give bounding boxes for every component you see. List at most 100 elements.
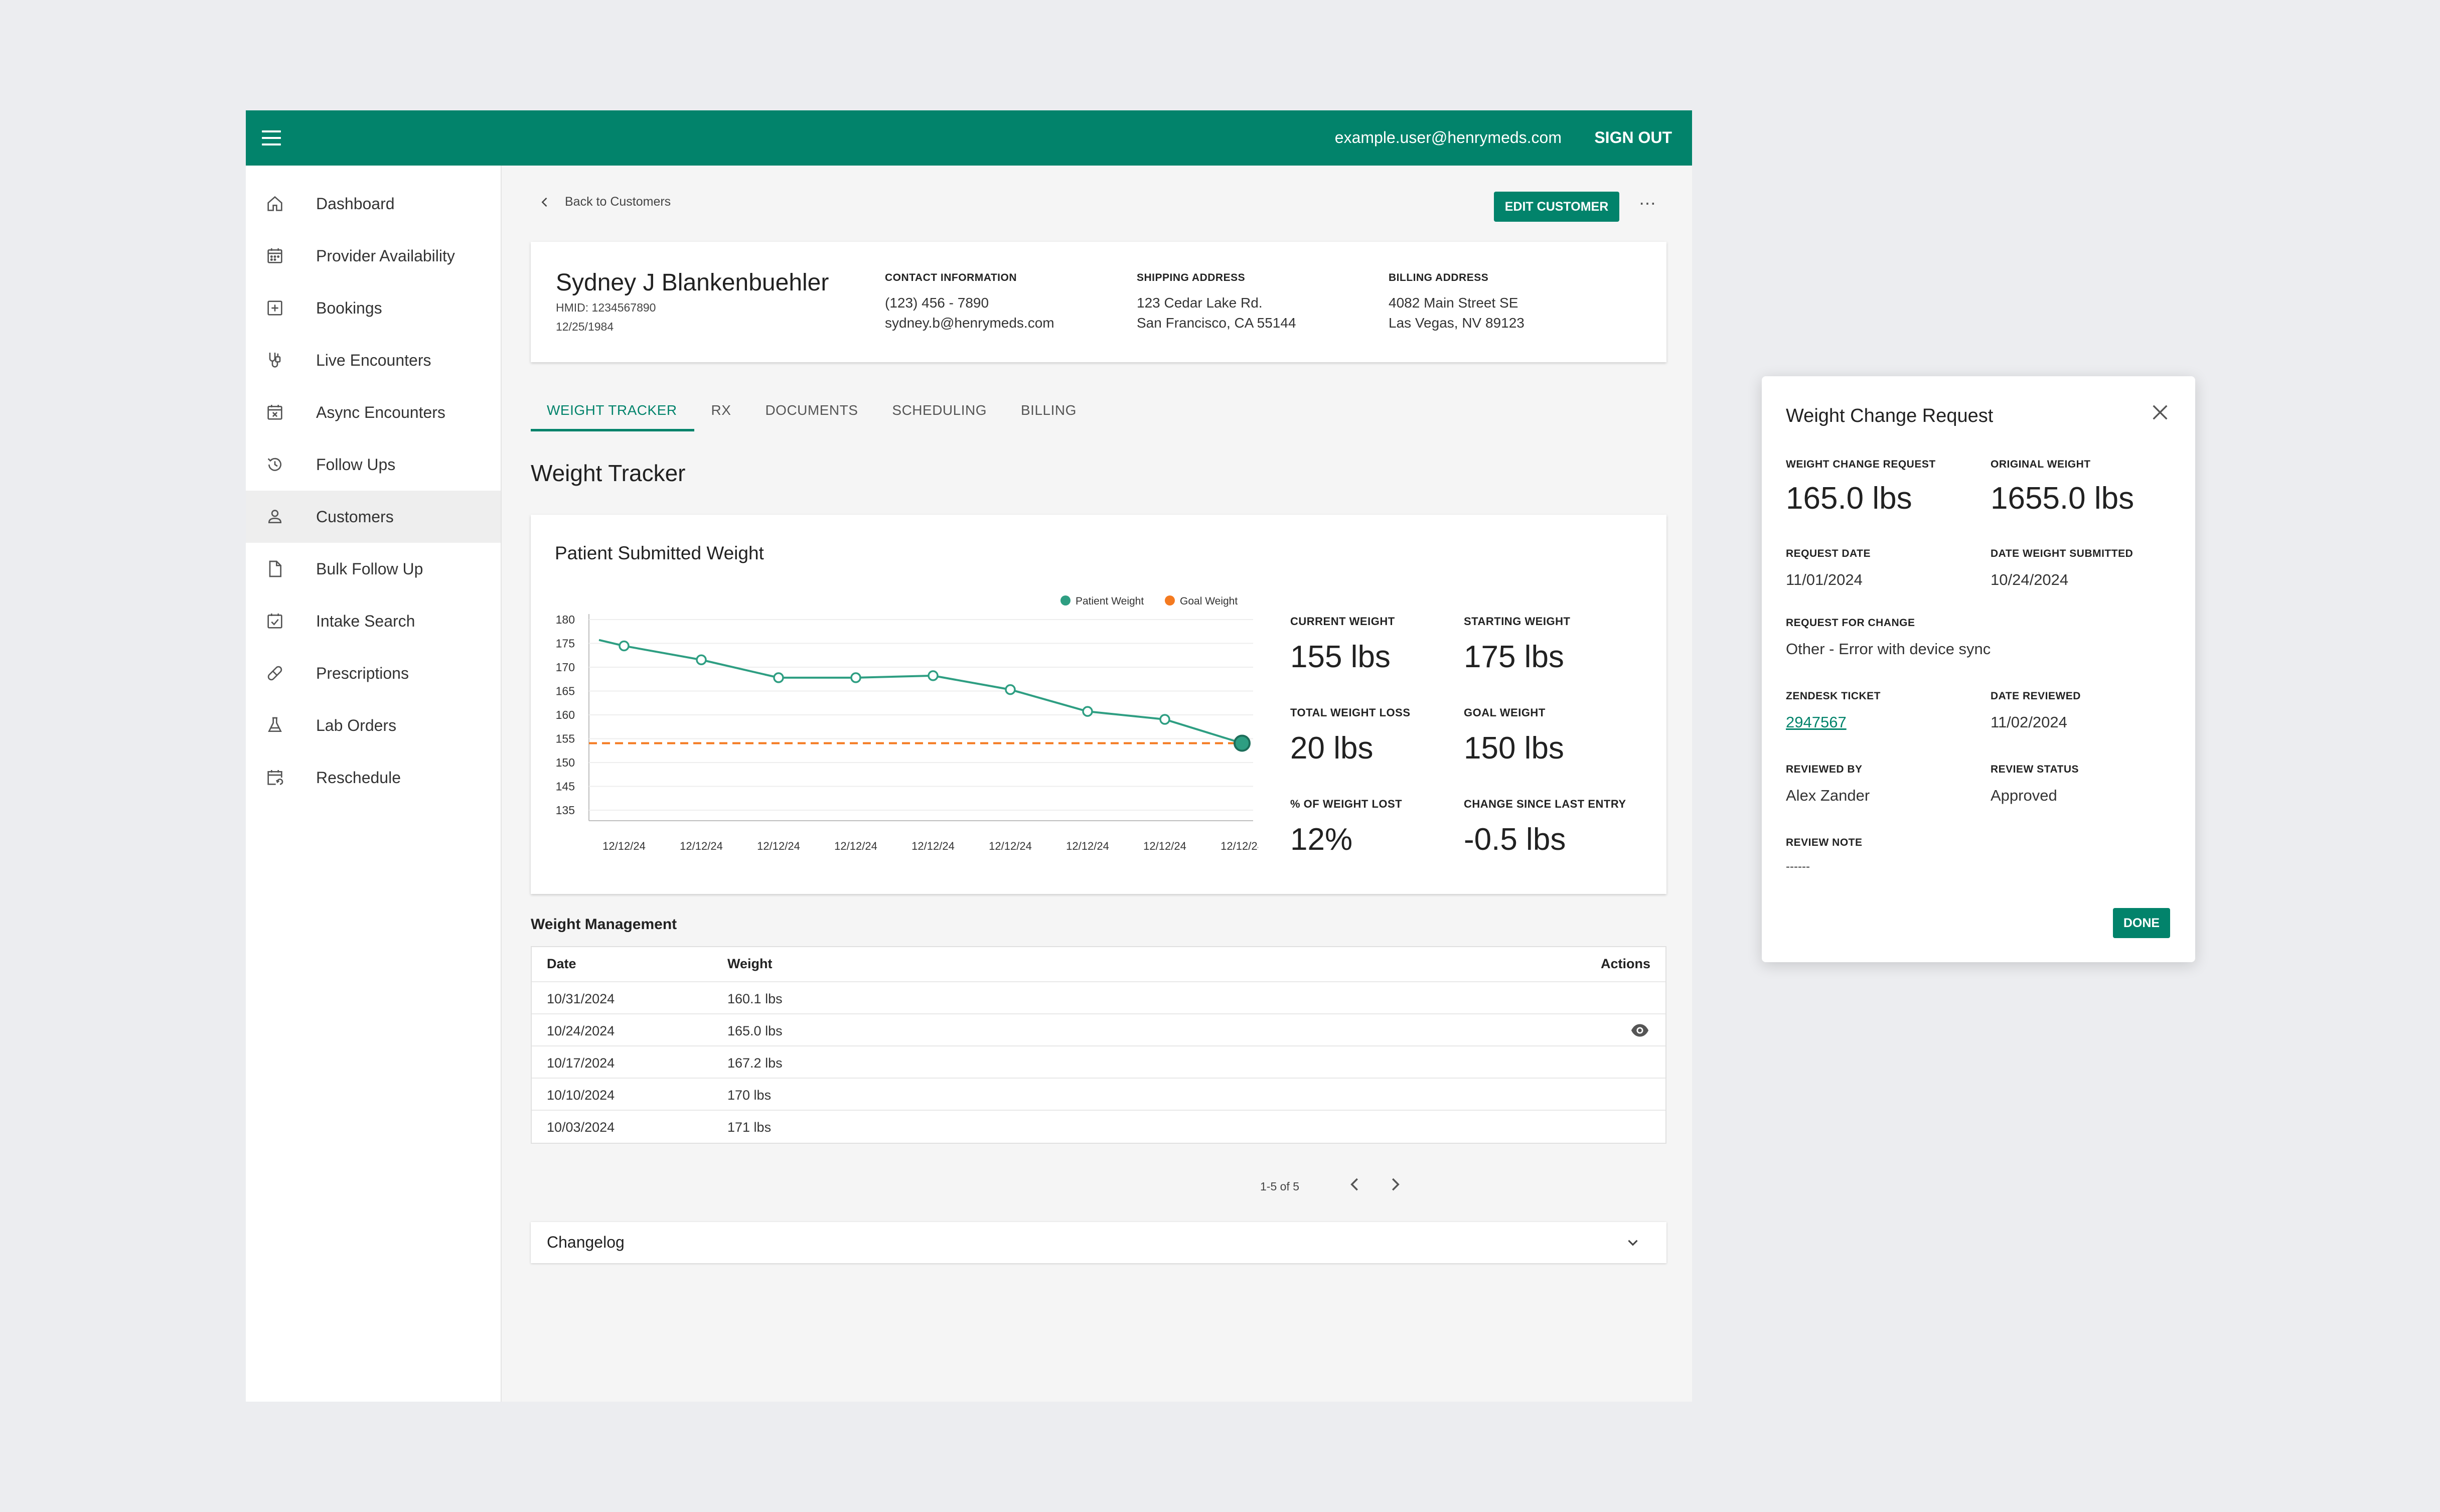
cell-weight: 165.0 lbs bbox=[727, 1023, 783, 1038]
patient-weight-point bbox=[773, 672, 784, 683]
sidebar-item-async-encounters[interactable]: Async Encounters bbox=[246, 386, 501, 438]
changelog-accordion[interactable]: Changelog bbox=[531, 1222, 1666, 1263]
sidebar-item-customers[interactable]: Customers bbox=[246, 491, 501, 543]
y-tick-label: 170 bbox=[556, 661, 575, 674]
metric-value: 20 lbs bbox=[1290, 731, 1374, 766]
sidebar-item-lab-orders[interactable]: Lab Orders bbox=[246, 699, 501, 751]
billing-line2: Las Vegas, NV 89123 bbox=[1389, 315, 1524, 331]
done-button[interactable]: DONE bbox=[2113, 908, 2170, 938]
patient-weight-line bbox=[598, 639, 1243, 744]
more-options-icon[interactable]: ⋯ bbox=[1639, 194, 1656, 213]
stethoscope-icon bbox=[265, 350, 285, 370]
weight-chart-card: Patient Submitted Weight 180 175 170 165 160… bbox=[531, 515, 1666, 894]
contact-phone: (123) 456 - 7890 bbox=[885, 295, 989, 311]
close-icon[interactable] bbox=[2150, 402, 2170, 422]
metric-value: 155 lbs bbox=[1290, 640, 1391, 674]
dialog-title: Weight Change Request bbox=[1786, 405, 1994, 426]
sidebar-item-label: Lab Orders bbox=[316, 716, 397, 734]
table-row: 10/24/2024 165.0 lbs bbox=[532, 1014, 1665, 1046]
sidebar-item-bookings[interactable]: Bookings bbox=[246, 282, 501, 334]
tab-documents[interactable]: DOCUMENTS bbox=[765, 402, 858, 418]
metric-goal-weight: GOAL WEIGHT 150 lbs bbox=[1464, 706, 1564, 766]
hamburger-menu-icon[interactable] bbox=[262, 130, 281, 145]
field-label: DATE REVIEWED bbox=[1991, 690, 2081, 702]
tab-rx[interactable]: RX bbox=[711, 402, 731, 418]
x-tick-label: 12/12/24 bbox=[1221, 840, 1258, 852]
history-icon bbox=[265, 455, 285, 475]
cell-date: 10/10/2024 bbox=[547, 1088, 615, 1103]
weight-management-title: Weight Management bbox=[531, 916, 677, 933]
customer-name: Sydney J Blankenbuehler bbox=[556, 269, 829, 296]
y-tick-label: 160 bbox=[556, 708, 575, 721]
patient-weight-point bbox=[850, 672, 861, 683]
table-row: 10/03/2024 171 lbs bbox=[532, 1111, 1665, 1143]
sidebar-item-label: Customers bbox=[316, 507, 394, 526]
checkbox-icon bbox=[265, 611, 285, 631]
field-value: 11/01/2024 bbox=[1786, 571, 1863, 588]
sidebar-item-dashboard[interactable]: Dashboard bbox=[246, 178, 501, 230]
person-icon bbox=[265, 507, 285, 527]
sidebar-item-reschedule[interactable]: Reschedule bbox=[246, 751, 501, 804]
sidebar-item-intake-search[interactable]: Intake Search bbox=[246, 595, 501, 647]
field-value: Other - Error with device sync bbox=[1786, 640, 1991, 658]
x-tick-label: 12/12/24 bbox=[834, 840, 877, 852]
field-label: REQUEST DATE bbox=[1786, 548, 1871, 559]
edit-customer-button[interactable]: EDIT CUSTOMER bbox=[1494, 192, 1619, 222]
sidebar-item-label: Prescriptions bbox=[316, 664, 409, 682]
legend-label: Goal Weight bbox=[1180, 595, 1238, 607]
metric-change-since-last-entry: CHANGE SINCE LAST ENTRY -0.5 lbs bbox=[1464, 798, 1626, 857]
y-tick-label: 180 bbox=[556, 613, 575, 626]
metric-value: 150 lbs bbox=[1464, 731, 1564, 766]
patient-weight-point bbox=[1005, 684, 1016, 695]
table-row: 10/17/2024 167.2 lbs bbox=[532, 1046, 1665, 1079]
sidebar-item-provider-availability[interactable]: Provider Availability bbox=[246, 230, 501, 282]
field-value: 165.0 lbs bbox=[1786, 481, 1912, 516]
contact-heading: CONTACT INFORMATION bbox=[885, 272, 1017, 283]
metric-label: STARTING WEIGHT bbox=[1464, 615, 1571, 628]
y-tick-label: 175 bbox=[556, 637, 575, 650]
y-tick-label: 155 bbox=[556, 732, 575, 745]
field-label: DATE WEIGHT SUBMITTED bbox=[1991, 548, 2133, 559]
field-label: REVIEW STATUS bbox=[1991, 764, 2079, 775]
sidebar-item-prescriptions[interactable]: Prescriptions bbox=[246, 647, 501, 699]
x-tick-label: 12/12/24 bbox=[1143, 840, 1186, 852]
chevron-down-icon bbox=[1628, 1240, 1638, 1246]
pill-icon bbox=[265, 663, 285, 683]
y-tick-label: 150 bbox=[556, 756, 575, 769]
tab-scheduling[interactable]: SCHEDULING bbox=[892, 402, 987, 418]
eye-icon[interactable] bbox=[1630, 1023, 1649, 1037]
tab-weight-tracker[interactable]: WEIGHT TRACKER bbox=[531, 396, 694, 431]
field-value: 1655.0 lbs bbox=[1991, 481, 2134, 516]
shipping-address: SHIPPING ADDRESS 123 Cedar Lake Rd. San … bbox=[1137, 272, 1296, 333]
metric-label: CHANGE SINCE LAST ENTRY bbox=[1464, 798, 1626, 810]
x-tick-label: 12/12/24 bbox=[911, 840, 955, 852]
chevron-right-icon[interactable] bbox=[1386, 1175, 1405, 1194]
top-app-bar: example.user@henrymeds.com SIGN OUT bbox=[246, 110, 1692, 166]
back-to-customers-link[interactable]: Back to Customers bbox=[538, 195, 671, 209]
sidebar-item-live-encounters[interactable]: Live Encounters bbox=[246, 334, 501, 386]
x-tick-label: 12/12/24 bbox=[989, 840, 1032, 852]
field-label: ORIGINAL WEIGHT bbox=[1991, 459, 2091, 470]
field-request-for-change: REQUEST FOR CHANGE Other - Error with de… bbox=[1786, 617, 1991, 658]
patient-weight-point bbox=[1234, 734, 1251, 752]
field-value: 11/02/2024 bbox=[1991, 713, 2067, 731]
patient-weight-point bbox=[928, 670, 939, 681]
field-review-status: REVIEW STATUS Approved bbox=[1991, 764, 2079, 805]
weight-management-table: Date Weight Actions 10/31/2024 160.1 lbs… bbox=[531, 946, 1666, 1144]
field-zendesk-ticket: ZENDESK TICKET 2947567 bbox=[1786, 690, 1881, 731]
sidebar-item-bulk-follow-up[interactable]: Bulk Follow Up bbox=[246, 543, 501, 595]
sidebar-item-follow-ups[interactable]: Follow Ups bbox=[246, 438, 501, 491]
sidebar-item-label: Reschedule bbox=[316, 768, 401, 787]
metric-starting-weight: STARTING WEIGHT 175 lbs bbox=[1464, 615, 1570, 675]
cell-date: 10/03/2024 bbox=[547, 1120, 615, 1135]
metric-label: TOTAL WEIGHT LOSS bbox=[1290, 706, 1411, 719]
zendesk-ticket-link[interactable]: 2947567 bbox=[1786, 713, 1847, 731]
field-label: REQUEST FOR CHANGE bbox=[1786, 617, 1915, 629]
chevron-left-icon[interactable] bbox=[1345, 1175, 1364, 1194]
sign-out-button[interactable]: SIGN OUT bbox=[1594, 128, 1672, 146]
tab-billing[interactable]: BILLING bbox=[1021, 402, 1077, 418]
pagination-range: 1-5 of 5 bbox=[1260, 1180, 1299, 1193]
home-icon bbox=[265, 194, 285, 214]
customer-info-card: Sydney J Blankenbuehler HMID: 1234567890… bbox=[531, 242, 1666, 362]
sidebar-item-label: Bulk Follow Up bbox=[316, 559, 423, 578]
